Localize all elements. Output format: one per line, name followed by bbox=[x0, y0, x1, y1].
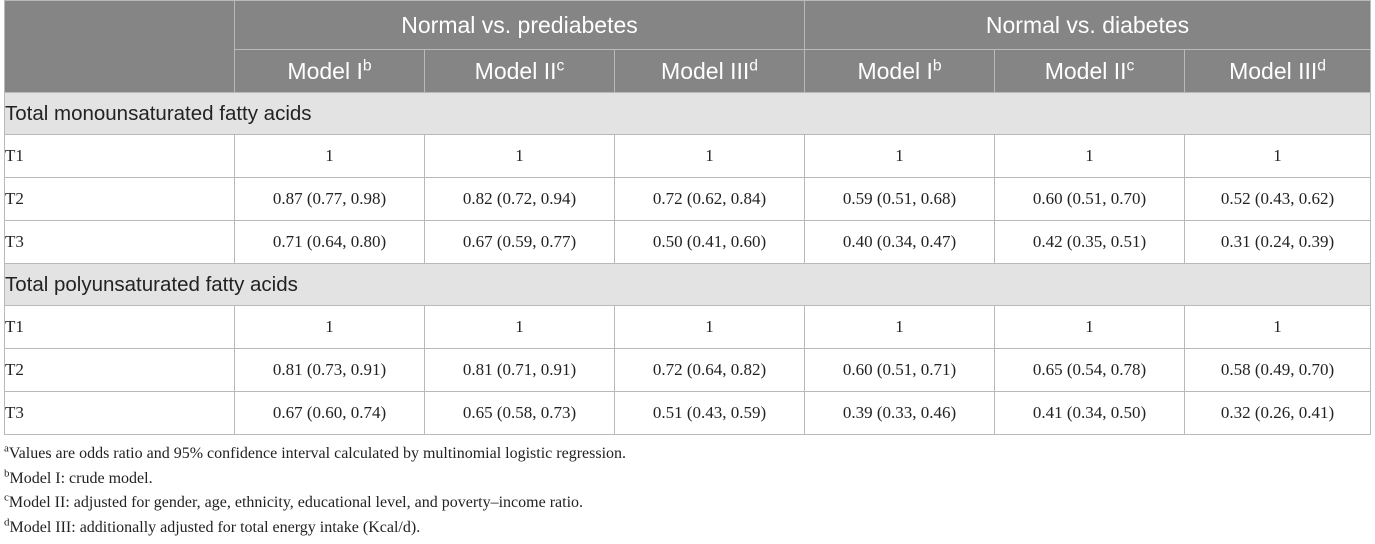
table-cell: 0.67 (0.59, 0.77) bbox=[424, 220, 615, 264]
table-cell: 0.72 (0.64, 0.82) bbox=[613, 348, 806, 392]
table-cell: 0.42 (0.35, 0.51) bbox=[994, 220, 1186, 264]
table-cell: 0.31 (0.24, 0.39) bbox=[1184, 220, 1372, 264]
row-label: T1 bbox=[4, 134, 235, 178]
table-cell: 1 bbox=[804, 134, 996, 178]
table-cell: 0.60 (0.51, 0.71) bbox=[804, 348, 996, 392]
footnote-b: bModel I: crude model. bbox=[4, 467, 153, 487]
table-cell: 1 bbox=[613, 134, 806, 178]
table-cell: 1 bbox=[1184, 134, 1372, 178]
table-footnotes: aValues are odds ratio and 95% confidenc… bbox=[4, 442, 626, 540]
table-cell: 0.60 (0.51, 0.70) bbox=[994, 177, 1186, 221]
row-label: T1 bbox=[4, 305, 235, 349]
table-cell: 0.82 (0.72, 0.94) bbox=[424, 177, 615, 221]
table-cell: 0.65 (0.54, 0.78) bbox=[994, 348, 1186, 392]
table-header: Normal vs. prediabetes Normal vs. diabet… bbox=[4, 0, 1372, 93]
table-row: T2 0.81 (0.73, 0.91) 0.81 (0.71, 0.91) 0… bbox=[4, 348, 1372, 392]
table-cell: 0.65 (0.58, 0.73) bbox=[424, 391, 615, 435]
table-cell: 0.50 (0.41, 0.60) bbox=[613, 220, 806, 264]
column-header-model-1: Model Ib bbox=[234, 49, 425, 93]
column-header-model-2: Model IIc bbox=[994, 49, 1186, 93]
footnote-d: dModel III: additionally adjusted for to… bbox=[4, 516, 421, 536]
row-label: T3 bbox=[4, 391, 235, 435]
table-cell: 1 bbox=[234, 305, 425, 349]
table-row: T1 1 1 1 1 1 1 bbox=[4, 305, 1372, 349]
table-cell: 0.58 (0.49, 0.70) bbox=[1184, 348, 1372, 392]
table-row: T3 0.71 (0.64, 0.80) 0.67 (0.59, 0.77) 0… bbox=[4, 220, 1372, 264]
footnote-c: cModel II: adjusted for gender, age, eth… bbox=[4, 491, 584, 511]
table-cell: 1 bbox=[994, 134, 1186, 178]
table-cell: 0.41 (0.34, 0.50) bbox=[994, 391, 1186, 435]
table-row: T2 0.87 (0.77, 0.98) 0.82 (0.72, 0.94) 0… bbox=[4, 177, 1372, 221]
table-cell: 0.81 (0.73, 0.91) bbox=[234, 348, 425, 392]
row-label: T2 bbox=[4, 348, 235, 392]
table-cell: 0.72 (0.62, 0.84) bbox=[613, 177, 806, 221]
table-cell: 1 bbox=[994, 305, 1186, 349]
section-header-monounsaturated: Total monounsaturated fatty acids bbox=[3, 92, 1372, 135]
odds-ratio-table-container: Normal vs. prediabetes Normal vs. diabet… bbox=[3, 0, 1372, 435]
header-corner bbox=[4, 0, 235, 93]
footnote-a: aValues are odds ratio and 95% confidenc… bbox=[4, 442, 627, 462]
column-header-model-3: Model IIId bbox=[1184, 49, 1372, 93]
table-cell: 1 bbox=[1184, 305, 1372, 349]
table-cell: 1 bbox=[613, 305, 806, 349]
column-header-model-2: Model IIc bbox=[424, 49, 615, 93]
row-label: T3 bbox=[4, 220, 235, 264]
column-header-model-3: Model IIId bbox=[613, 49, 806, 93]
odds-ratio-table: Normal vs. prediabetes Normal vs. diabet… bbox=[3, 0, 1372, 435]
table-cell: 0.40 (0.34, 0.47) bbox=[804, 220, 996, 264]
table-row: T3 0.67 (0.60, 0.74) 0.65 (0.58, 0.73) 0… bbox=[4, 391, 1372, 435]
row-label: T2 bbox=[4, 177, 235, 221]
table-row: T1 1 1 1 1 1 1 bbox=[4, 134, 1372, 178]
table-cell: 0.81 (0.71, 0.91) bbox=[424, 348, 615, 392]
table-cell: 0.67 (0.60, 0.74) bbox=[234, 391, 425, 435]
group-header-prediabetes: Normal vs. prediabetes bbox=[233, 0, 806, 50]
column-header-model-1: Model Ib bbox=[804, 49, 996, 93]
table-cell: 1 bbox=[424, 305, 615, 349]
table-cell: 0.39 (0.33, 0.46) bbox=[804, 391, 996, 435]
table-cell: 0.87 (0.77, 0.98) bbox=[234, 177, 425, 221]
table-cell: 0.71 (0.64, 0.80) bbox=[234, 220, 425, 264]
table-cell: 1 bbox=[804, 305, 996, 349]
section-header-polyunsaturated: Total polyunsaturated fatty acids bbox=[3, 263, 1372, 306]
table-body: Total monounsaturated fatty acids T1 1 1… bbox=[3, 92, 1372, 435]
table-cell: 0.51 (0.43, 0.59) bbox=[613, 391, 806, 435]
table-cell: 0.32 (0.26, 0.41) bbox=[1184, 391, 1372, 435]
table-cell: 0.59 (0.51, 0.68) bbox=[804, 177, 996, 221]
group-header-diabetes: Normal vs. diabetes bbox=[804, 0, 1372, 50]
table-cell: 1 bbox=[234, 134, 425, 178]
table-cell: 0.52 (0.43, 0.62) bbox=[1184, 177, 1372, 221]
table-cell: 1 bbox=[424, 134, 615, 178]
